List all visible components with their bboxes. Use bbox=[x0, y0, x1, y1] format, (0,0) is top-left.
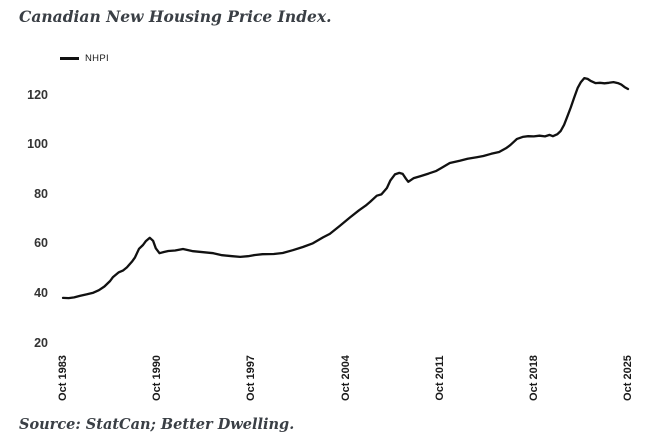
x-tick-label: Oct 2025 bbox=[622, 355, 634, 401]
legend: NHPI bbox=[60, 53, 109, 64]
x-tick-label: Oct 1983 bbox=[57, 355, 69, 401]
x-tick-label: Oct 1990 bbox=[151, 355, 164, 401]
y-tick-label: 100 bbox=[27, 137, 48, 152]
y-tick-label: 20 bbox=[34, 335, 48, 350]
y-tick-label: 120 bbox=[27, 87, 48, 102]
y-tick-label: 60 bbox=[34, 236, 48, 251]
y-tick-label: 40 bbox=[34, 285, 48, 300]
x-tick-label: Oct 2018 bbox=[527, 355, 540, 401]
x-tick-label: Oct 2004 bbox=[339, 355, 352, 401]
source-note: Source: StatCan; Better Dwelling. bbox=[19, 416, 295, 433]
x-tick-label: Oct 2011 bbox=[433, 355, 446, 401]
legend-line-swatch bbox=[60, 57, 79, 60]
legend-label: NHPI bbox=[85, 53, 109, 64]
nhpi-line-series bbox=[61, 76, 630, 300]
y-tick-label: 80 bbox=[34, 186, 48, 201]
chart-title: Canadian New Housing Price Index. bbox=[19, 7, 332, 26]
x-tick-label: Oct 1997 bbox=[245, 355, 258, 401]
